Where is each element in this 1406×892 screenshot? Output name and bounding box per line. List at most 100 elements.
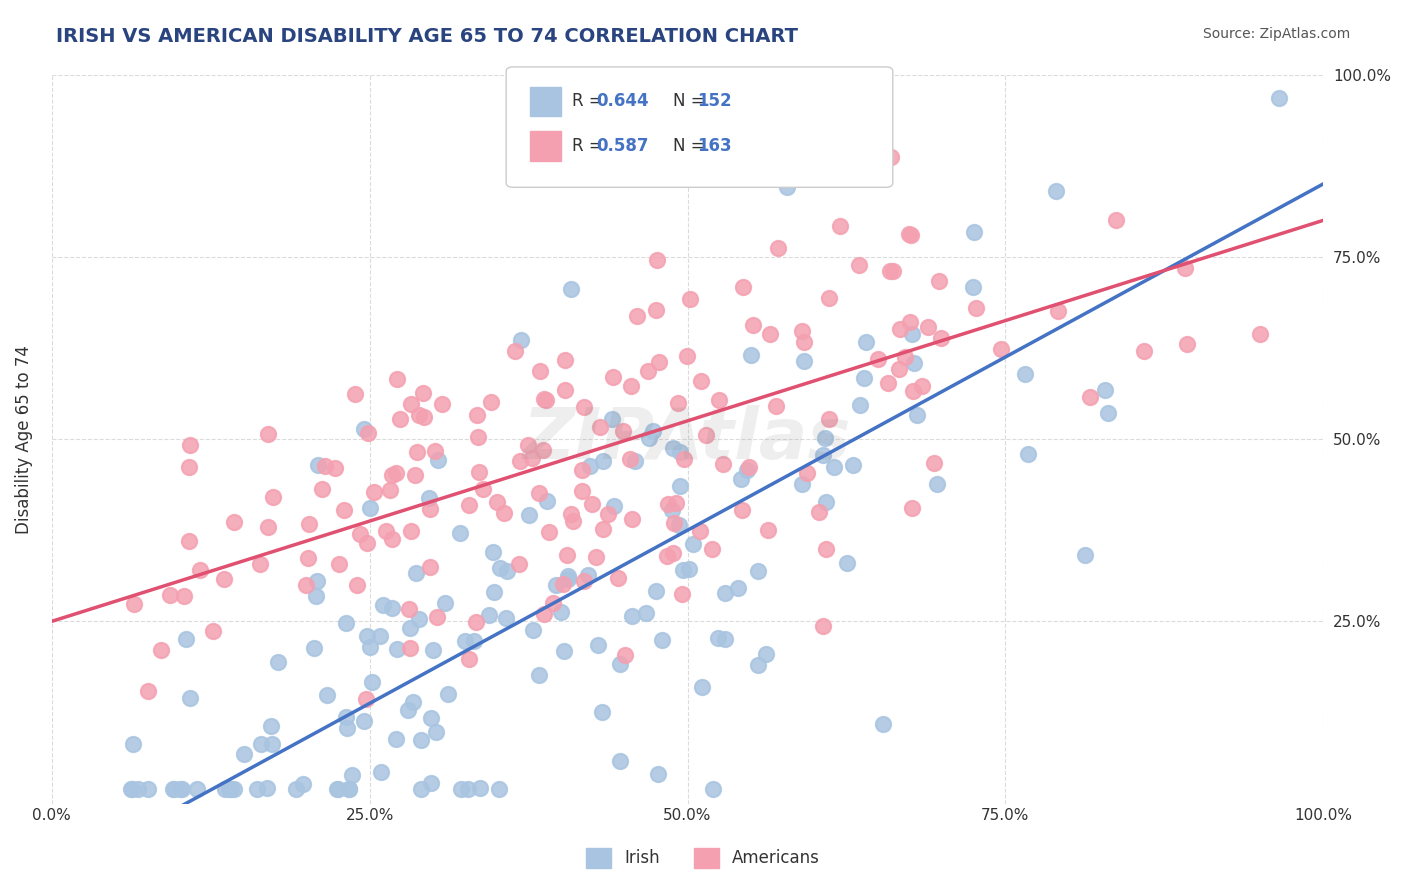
Point [326, 782, 349, 797]
Point [581, 497, 603, 511]
Y-axis label: Disability Age 65 to 74: Disability Age 65 to 74 [15, 344, 32, 533]
Point [464, 615, 486, 629]
Point [337, 782, 360, 797]
Point [690, 374, 713, 388]
Point [214, 572, 236, 586]
Point [179, 690, 201, 705]
Point [260, 737, 283, 751]
Point [897, 227, 920, 242]
Point [267, 655, 290, 669]
Point [508, 558, 530, 572]
Point [509, 333, 531, 347]
Point [536, 393, 558, 408]
Point [560, 508, 582, 522]
Point [186, 782, 208, 797]
Point [1045, 184, 1067, 198]
Point [389, 411, 412, 425]
Text: R =: R = [572, 136, 609, 155]
Point [520, 450, 543, 465]
Point [576, 568, 599, 582]
Point [173, 589, 195, 603]
Point [917, 320, 939, 334]
Point [359, 640, 381, 654]
Point [551, 577, 574, 591]
Text: N =: N = [673, 92, 710, 111]
Point [249, 737, 271, 751]
Point [903, 384, 925, 399]
Point [457, 782, 479, 797]
Point [609, 754, 631, 768]
Point [818, 411, 841, 425]
Point [592, 522, 614, 536]
Point [645, 302, 668, 317]
Point [408, 612, 430, 626]
Point [399, 640, 422, 655]
Point [495, 565, 517, 579]
Point [669, 445, 692, 459]
Point [571, 463, 593, 477]
Point [621, 609, 644, 624]
Point [1249, 326, 1271, 341]
Point [159, 588, 181, 602]
Point [714, 586, 737, 600]
Point [336, 721, 359, 735]
Point [887, 361, 910, 376]
Point [666, 396, 689, 410]
Point [482, 545, 505, 559]
Point [333, 503, 356, 517]
Point [353, 422, 375, 436]
Point [405, 445, 427, 459]
Point [702, 541, 724, 556]
Point [690, 680, 713, 694]
Point [149, 643, 172, 657]
Point [603, 499, 626, 513]
Point [707, 392, 730, 407]
Point [262, 490, 284, 504]
Point [776, 180, 799, 194]
Point [353, 714, 375, 728]
Point [434, 596, 457, 610]
Point [529, 667, 551, 681]
Point [647, 766, 669, 780]
Point [614, 648, 637, 663]
Point [179, 438, 201, 452]
Point [344, 387, 367, 401]
Point [323, 461, 346, 475]
Point [707, 632, 730, 646]
Point [727, 582, 749, 596]
Point [866, 352, 889, 367]
Point [509, 454, 531, 468]
Point [651, 632, 673, 647]
Point [304, 590, 326, 604]
Point [423, 444, 446, 458]
Point [337, 782, 360, 797]
Point [335, 615, 357, 630]
Point [398, 621, 420, 635]
Point [529, 364, 551, 378]
Point [419, 560, 441, 574]
Point [695, 428, 717, 442]
Point [645, 252, 668, 267]
Point [990, 342, 1012, 356]
Point [796, 466, 818, 480]
Point [702, 782, 724, 797]
Point [620, 378, 643, 392]
Point [503, 343, 526, 358]
Point [842, 458, 865, 473]
Point [401, 524, 423, 538]
Point [817, 291, 839, 305]
Point [758, 327, 780, 342]
Point [453, 634, 475, 648]
Point [418, 491, 440, 505]
Point [422, 643, 444, 657]
Point [668, 479, 690, 493]
Point [814, 495, 837, 509]
Legend: Irish, Americans: Irish, Americans [579, 841, 827, 875]
Point [177, 534, 200, 549]
Point [472, 482, 495, 496]
Point [374, 524, 396, 538]
Point [311, 482, 333, 496]
Point [626, 309, 648, 323]
Point [848, 258, 870, 272]
Point [224, 782, 246, 797]
